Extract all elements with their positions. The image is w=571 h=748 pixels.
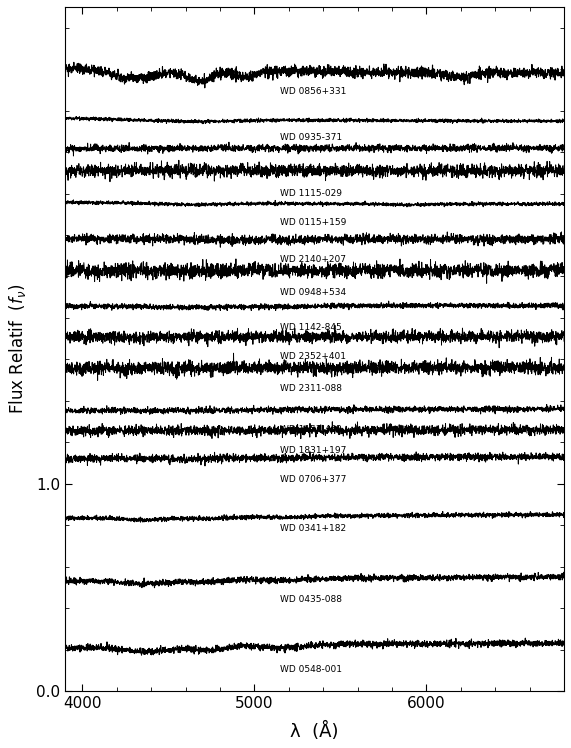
Text: WD 1142-845: WD 1142-845 <box>280 323 342 332</box>
Text: WD 0706+377: WD 0706+377 <box>280 475 347 484</box>
Text: WD 0935-371: WD 0935-371 <box>280 132 343 141</box>
Text: WD 2311-088: WD 2311-088 <box>280 384 342 393</box>
X-axis label: λ  (Å): λ (Å) <box>291 722 339 741</box>
Text: WD 0341+182: WD 0341+182 <box>280 524 347 533</box>
Y-axis label: Flux Relatif  ($f_{\nu}$): Flux Relatif ($f_{\nu}$) <box>7 283 28 414</box>
Text: WD 1157-462: WD 1157-462 <box>280 425 342 434</box>
Text: WD 0856+331: WD 0856+331 <box>280 87 347 96</box>
Text: WD 0435-088: WD 0435-088 <box>280 595 342 604</box>
Text: WD 2140+207: WD 2140+207 <box>280 255 346 264</box>
Text: WD 0115+159: WD 0115+159 <box>280 218 347 227</box>
Text: WD 0548-001: WD 0548-001 <box>280 666 342 675</box>
Text: WD 2059+316: WD 2059+316 <box>280 166 347 175</box>
Text: WD 2352+401: WD 2352+401 <box>280 352 346 361</box>
Text: WD 1115-029: WD 1115-029 <box>280 188 342 197</box>
Text: WD 0948+534: WD 0948+534 <box>280 288 347 297</box>
Text: WD 1831+197: WD 1831+197 <box>280 446 347 455</box>
